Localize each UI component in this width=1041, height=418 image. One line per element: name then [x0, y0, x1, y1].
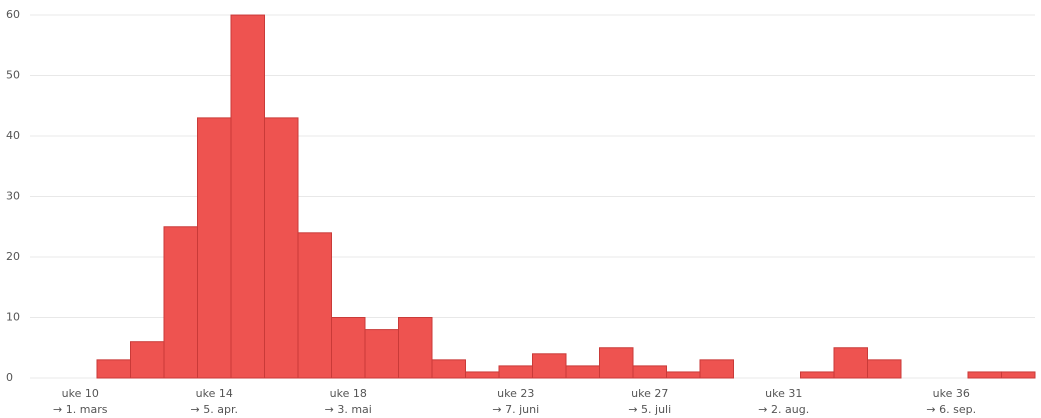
- x-tick-label: uke 10: [62, 387, 99, 400]
- bar: [599, 347, 634, 379]
- bar: [364, 329, 399, 379]
- bar: [163, 226, 198, 379]
- x-date-label: → 2. aug.: [758, 403, 809, 416]
- bar: [130, 341, 165, 379]
- x-date-label: → 5. apr.: [191, 403, 238, 416]
- y-tick-label: 60: [6, 8, 20, 21]
- bar: [498, 365, 533, 379]
- bar: [632, 365, 667, 379]
- x-tick-label: uke 31: [765, 387, 802, 400]
- bar: [264, 117, 299, 379]
- bar: [867, 359, 902, 379]
- x-tick-label: uke 27: [631, 387, 668, 400]
- bar: [398, 317, 433, 379]
- x-tick-label: uke 14: [196, 387, 233, 400]
- x-date-label: → 1. mars: [53, 403, 108, 416]
- bar: [833, 347, 868, 379]
- x-date-label: → 6. sep.: [926, 403, 976, 416]
- bar: [565, 365, 600, 379]
- bar: [666, 371, 701, 379]
- bar: [532, 353, 567, 379]
- x-date-label: → 5. juli: [628, 403, 671, 416]
- bar: [465, 371, 500, 379]
- bar: [197, 117, 232, 379]
- y-tick-label: 0: [6, 371, 13, 384]
- x-date-label: → 3. mai: [325, 403, 372, 416]
- y-tick-label: 40: [6, 129, 20, 142]
- y-tick-label: 30: [6, 190, 20, 203]
- bar: [331, 317, 366, 379]
- x-tick-label: uke 23: [497, 387, 534, 400]
- bar: [297, 232, 332, 379]
- bar: [96, 359, 131, 379]
- bar: [1001, 371, 1036, 379]
- y-tick-label: 20: [6, 250, 20, 263]
- y-tick-label: 10: [6, 311, 20, 324]
- y-tick-label: 50: [6, 69, 20, 82]
- bar: [230, 14, 265, 379]
- x-date-label: → 7. juni: [492, 403, 539, 416]
- bar: [431, 359, 466, 379]
- bar: [699, 359, 734, 379]
- bar: [967, 371, 1002, 379]
- bar: [800, 371, 835, 379]
- x-tick-label: uke 36: [933, 387, 970, 400]
- x-tick-label: uke 18: [330, 387, 367, 400]
